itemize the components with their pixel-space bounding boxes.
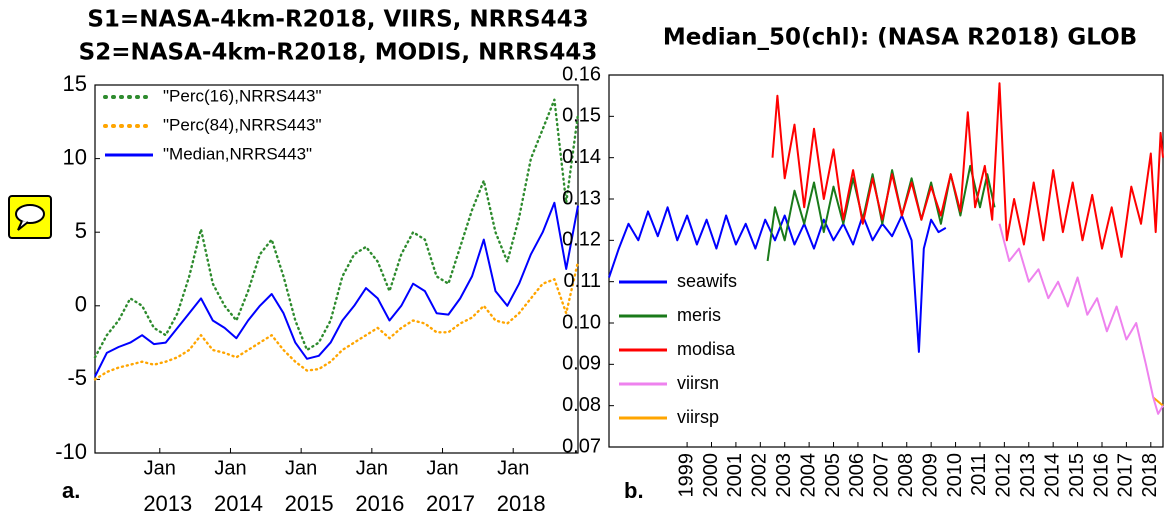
legend-label: "Perc(84),NRRS443" — [163, 115, 322, 134]
x-tick-label: 2001 — [724, 453, 746, 498]
series-line — [93, 260, 580, 381]
y-tick-label: 0.08 — [562, 394, 601, 416]
x-tick-label: 2006 — [846, 453, 868, 498]
y-tick-label: 0.07 — [562, 435, 601, 457]
y-tick-label: 0.16 — [562, 63, 601, 85]
x-year-label: 2017 — [426, 491, 475, 516]
x-tick-label: Jan — [497, 457, 529, 479]
x-tick-label: 2010 — [944, 453, 966, 498]
icon-tail[interactable] — [17, 220, 29, 231]
chart-title: S1=NASA-4km-R2018, VIIRS, NRRS443 — [87, 7, 588, 33]
legend-label: "Median,NRRS443" — [163, 144, 312, 163]
x-tick-label: 2009 — [919, 453, 941, 498]
chart-panel: Median_50(chl): (NASA R2018) GLOB b. 0.07 0… — [562, 25, 1164, 503]
legend-label: meris — [677, 305, 721, 325]
x-tick-label: 2002 — [749, 453, 771, 498]
x-year-label: 2013 — [143, 491, 192, 516]
legend-label: seawifs — [677, 271, 737, 291]
chart-panel: S1=NASA-4km-R2018, VIIRS, NRRS443 S2=NASA… — [55, 7, 597, 516]
x-year-label: 2016 — [355, 491, 404, 516]
x-tick-label: Jan — [214, 457, 246, 479]
x-tick-label: 2004 — [797, 453, 819, 498]
panel-label: b. — [624, 478, 644, 503]
x-tick-label: 2007 — [871, 453, 893, 498]
x-tick-label: 2016 — [1090, 453, 1112, 498]
x-tick-label: 2014 — [1041, 453, 1063, 498]
chart-title: S2=NASA-4km-R2018, MODIS, NRRS443 — [79, 40, 598, 66]
x-tick-label: 2018 — [1139, 453, 1161, 498]
x-tick-label: Jan — [356, 457, 388, 479]
y-tick-label: 5 — [75, 218, 87, 243]
legend-label: viirsn — [677, 373, 719, 393]
comment-icon[interactable] — [8, 195, 52, 239]
y-tick-label: 0.14 — [562, 146, 601, 168]
y-tick-label: -5 — [67, 365, 87, 390]
y-tick-label: 0.11 — [564, 270, 601, 292]
y-tick-label: 10 — [63, 144, 87, 169]
y-tick-label: 0 — [75, 292, 87, 317]
x-tick-label: 2000 — [700, 453, 722, 498]
x-tick-label: 2011 — [968, 453, 990, 496]
x-tick-label: 2015 — [1066, 453, 1088, 498]
x-tick-label: 2013 — [1017, 453, 1039, 498]
y-tick-label: 0.09 — [562, 353, 601, 375]
y-tick-label: 15 — [63, 71, 87, 96]
panel-label: a. — [62, 478, 80, 503]
x-year-label: 2014 — [214, 491, 263, 516]
x-tick-label: 2005 — [822, 453, 844, 498]
series-line — [766, 164, 996, 262]
series-line — [94, 201, 579, 377]
y-tick-label: 0.13 — [562, 187, 601, 209]
x-year-label: 2015 — [285, 491, 334, 516]
series-line — [998, 223, 1164, 415]
plot-frame — [94, 84, 579, 454]
y-tick-label: 0.12 — [562, 229, 601, 251]
x-tick-label: 2012 — [993, 453, 1015, 498]
series-line — [1152, 396, 1164, 407]
y-tick-label: -10 — [55, 439, 87, 464]
x-tick-label: 2017 — [1115, 453, 1137, 498]
legend-label: modisa — [677, 339, 736, 359]
legend-label: viirsp — [677, 407, 719, 427]
x-year-label: 2018 — [497, 491, 546, 516]
y-tick-label: 0.10 — [562, 311, 601, 333]
y-tick-label: 0.15 — [562, 105, 601, 127]
series-line — [93, 98, 580, 359]
x-tick-label: 2008 — [895, 453, 917, 498]
x-tick-label: 2003 — [773, 453, 795, 498]
series-line — [771, 82, 1164, 258]
x-tick-label: Jan — [285, 457, 317, 479]
x-tick-label: Jan — [426, 457, 458, 479]
x-tick-label: 1999 — [675, 453, 697, 498]
plot-frame — [608, 74, 1164, 448]
chart-title: Median_50(chl): (NASA R2018) GLOB — [663, 25, 1137, 51]
legend-label: "Perc(16),NRRS443" — [163, 86, 322, 105]
icon-bubble[interactable] — [15, 204, 45, 224]
x-tick-label: Jan — [144, 457, 176, 479]
